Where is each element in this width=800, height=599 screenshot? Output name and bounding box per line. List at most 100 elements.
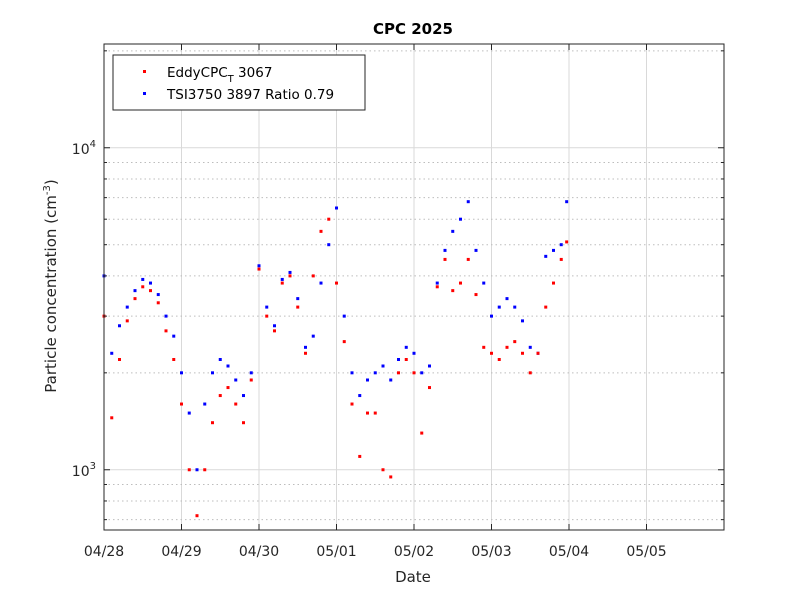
data-point bbox=[257, 264, 261, 268]
data-point bbox=[180, 402, 183, 406]
data-point bbox=[435, 281, 439, 285]
data-point bbox=[180, 371, 183, 375]
data-point bbox=[420, 431, 424, 435]
tick-layer: 04/28 04/29 04/30 05/01 05/02 05/03 05/04 05/05… bbox=[72, 44, 725, 560]
data-point bbox=[203, 468, 207, 472]
data-point bbox=[497, 357, 501, 361]
data-point bbox=[565, 200, 569, 204]
data-point bbox=[389, 378, 393, 382]
x-tick-label: 04/29 bbox=[161, 544, 201, 560]
data-point bbox=[273, 329, 276, 333]
data-point bbox=[234, 378, 238, 382]
data-point bbox=[559, 257, 563, 261]
data-point bbox=[544, 305, 548, 309]
data-point bbox=[141, 277, 145, 281]
data-point bbox=[536, 351, 540, 355]
data-point bbox=[218, 394, 222, 398]
data-point bbox=[428, 386, 431, 390]
data-point bbox=[474, 248, 478, 252]
data-point bbox=[350, 402, 354, 406]
data-point bbox=[203, 402, 207, 406]
data-point bbox=[211, 421, 214, 425]
legend-label-eddycpc-suffix: 3067 bbox=[234, 65, 273, 81]
data-point bbox=[141, 285, 145, 289]
data-point bbox=[443, 257, 447, 261]
data-point bbox=[118, 324, 121, 328]
data-point bbox=[397, 371, 400, 375]
data-point bbox=[521, 319, 524, 323]
data-point bbox=[249, 378, 253, 382]
data-point bbox=[242, 421, 245, 425]
data-point bbox=[319, 229, 323, 233]
y-tick-label: 103 bbox=[72, 461, 96, 480]
data-point bbox=[218, 357, 222, 361]
series-tsi3750 bbox=[102, 200, 569, 472]
legend-label-eddycpc-name: EddyCPC bbox=[167, 65, 228, 81]
data-point bbox=[366, 378, 369, 382]
data-point bbox=[311, 334, 315, 338]
data-point bbox=[304, 351, 307, 355]
data-point bbox=[125, 319, 129, 323]
x-tick-label: 05/02 bbox=[394, 544, 434, 560]
data-point bbox=[288, 270, 292, 274]
data-point bbox=[490, 314, 493, 318]
data-point bbox=[358, 394, 362, 398]
y-axis-title-close: ) bbox=[42, 179, 60, 185]
x-tick-label: 04/28 bbox=[84, 544, 124, 560]
data-point bbox=[156, 301, 160, 305]
data-point bbox=[505, 297, 509, 301]
data-point bbox=[296, 297, 300, 301]
data-point bbox=[195, 468, 199, 472]
legend-label-eddycpc: EddyCPCT 3067 bbox=[167, 65, 272, 85]
data-point bbox=[389, 475, 393, 479]
data-point bbox=[544, 254, 548, 258]
data-point bbox=[482, 345, 486, 349]
data-point bbox=[288, 274, 292, 278]
data-point bbox=[528, 345, 532, 349]
data-point bbox=[187, 411, 191, 415]
data-point bbox=[358, 454, 362, 458]
data-point bbox=[443, 248, 447, 252]
data-point bbox=[265, 314, 269, 318]
x-tick-label: 05/04 bbox=[549, 544, 589, 560]
data-point bbox=[428, 364, 431, 368]
data-point bbox=[319, 281, 323, 285]
x-axis-title: Date bbox=[395, 568, 431, 586]
data-point bbox=[257, 267, 261, 271]
data-point bbox=[412, 351, 416, 355]
data-point bbox=[149, 281, 152, 285]
data-point bbox=[327, 243, 331, 247]
data-point bbox=[528, 371, 532, 375]
x-tick-label: 05/05 bbox=[626, 544, 666, 560]
legend-marker-eddycpc bbox=[143, 70, 146, 73]
data-point bbox=[226, 386, 230, 390]
data-point bbox=[187, 468, 191, 472]
data-point bbox=[172, 334, 176, 338]
data-point bbox=[459, 217, 462, 221]
data-point bbox=[249, 371, 253, 375]
data-point bbox=[366, 411, 369, 415]
data-point bbox=[482, 281, 486, 285]
data-point bbox=[164, 329, 168, 333]
legend-marker-tsi3750 bbox=[143, 92, 146, 95]
data-point bbox=[497, 305, 501, 309]
data-point bbox=[397, 357, 400, 361]
legend-label-eddycpc-subscript: T bbox=[227, 74, 235, 85]
data-point bbox=[552, 281, 555, 285]
data-point bbox=[296, 305, 300, 309]
data-point bbox=[513, 340, 517, 344]
data-point bbox=[280, 281, 284, 285]
data-point bbox=[565, 240, 569, 244]
data-point bbox=[133, 297, 137, 301]
data-point bbox=[521, 351, 524, 355]
chart-title: CPC 2025 bbox=[373, 20, 453, 38]
data-point bbox=[466, 257, 470, 261]
data-point bbox=[211, 371, 214, 375]
data-point bbox=[404, 345, 408, 349]
x-tick-label: 04/30 bbox=[239, 544, 279, 560]
data-point bbox=[280, 277, 284, 281]
data-point bbox=[451, 229, 455, 233]
data-point bbox=[335, 206, 338, 210]
data-point bbox=[381, 468, 385, 472]
